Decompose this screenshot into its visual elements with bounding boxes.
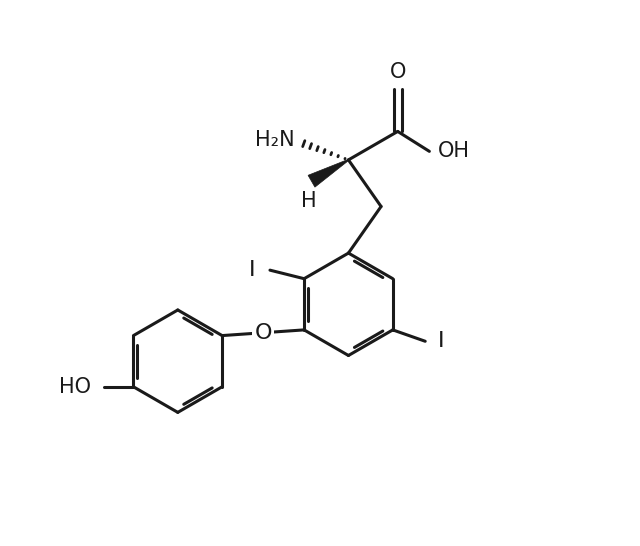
Text: O: O <box>254 323 272 343</box>
Text: H₂N: H₂N <box>255 129 294 150</box>
Text: I: I <box>438 331 445 351</box>
Text: I: I <box>249 260 256 280</box>
Text: H: H <box>301 192 316 211</box>
Text: O: O <box>390 62 406 82</box>
Polygon shape <box>308 159 349 187</box>
Text: OH: OH <box>438 141 470 162</box>
Text: HO: HO <box>59 377 91 397</box>
